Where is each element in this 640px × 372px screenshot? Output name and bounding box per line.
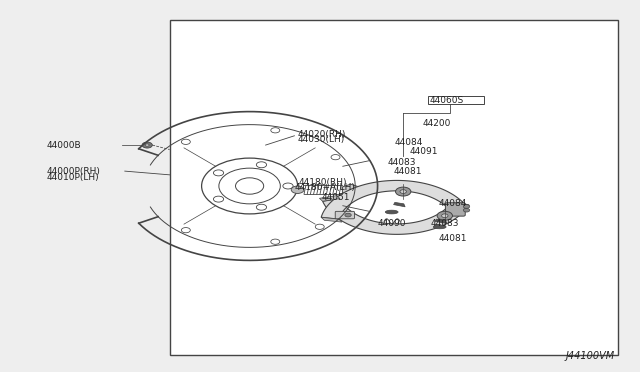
Circle shape <box>145 144 149 146</box>
Polygon shape <box>323 199 469 234</box>
Polygon shape <box>319 196 340 201</box>
Circle shape <box>442 214 448 218</box>
Polygon shape <box>321 217 342 222</box>
Circle shape <box>463 205 470 208</box>
Text: 44090: 44090 <box>378 219 406 228</box>
Text: J44100VM: J44100VM <box>565 351 614 361</box>
Circle shape <box>142 142 152 148</box>
FancyBboxPatch shape <box>445 203 465 216</box>
Text: 44083: 44083 <box>430 219 459 228</box>
Bar <box>428 96 484 104</box>
Text: 44030(LH): 44030(LH) <box>298 135 345 144</box>
Text: 44180+A(LH): 44180+A(LH) <box>294 183 355 192</box>
Text: 44084: 44084 <box>438 199 467 208</box>
Text: 44084: 44084 <box>395 138 423 147</box>
Text: 44091: 44091 <box>410 147 438 156</box>
Bar <box>170 20 618 355</box>
Text: 44081: 44081 <box>438 234 467 243</box>
FancyBboxPatch shape <box>335 211 355 219</box>
Polygon shape <box>342 184 359 195</box>
Circle shape <box>291 186 304 193</box>
Text: 44000B: 44000B <box>46 141 81 150</box>
Polygon shape <box>321 180 467 219</box>
Text: 44200: 44200 <box>422 119 451 128</box>
Text: 44010P(LH): 44010P(LH) <box>46 173 99 182</box>
Text: 44083: 44083 <box>388 158 417 167</box>
Circle shape <box>437 211 452 220</box>
Text: 44051: 44051 <box>321 193 350 202</box>
Polygon shape <box>435 219 447 224</box>
Text: 44000P(RH): 44000P(RH) <box>46 167 100 176</box>
Text: 44020(RH): 44020(RH) <box>298 130 346 139</box>
Circle shape <box>345 213 351 217</box>
Text: 44180(RH): 44180(RH) <box>299 178 348 187</box>
Text: 44060S: 44060S <box>429 96 464 105</box>
Circle shape <box>396 187 411 196</box>
Polygon shape <box>394 202 405 207</box>
Ellipse shape <box>385 210 398 214</box>
Ellipse shape <box>433 225 446 229</box>
Text: 44081: 44081 <box>394 167 422 176</box>
Circle shape <box>463 208 470 212</box>
Circle shape <box>400 190 406 193</box>
